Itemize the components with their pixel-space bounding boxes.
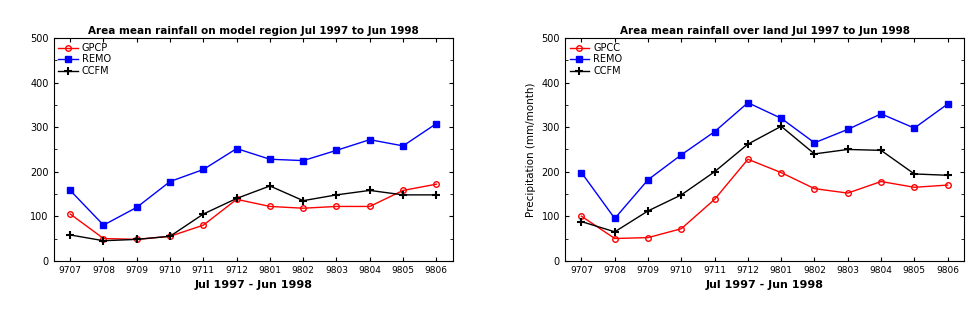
Y-axis label: Precipitation (mm/month): Precipitation (mm/month) [526, 82, 536, 217]
Title: Area mean rainfall on model region Jul 1997 to Jun 1998: Area mean rainfall on model region Jul 1… [88, 26, 419, 36]
Legend: GPCP, REMO, CCFM: GPCP, REMO, CCFM [56, 41, 113, 78]
Legend: GPCC, REMO, CCFM: GPCC, REMO, CCFM [568, 41, 624, 78]
X-axis label: Jul 1997 - Jun 1998: Jul 1997 - Jun 1998 [705, 280, 824, 290]
Title: Area mean rainfall over land Jul 1997 to Jun 1998: Area mean rainfall over land Jul 1997 to… [619, 26, 910, 36]
X-axis label: Jul 1997 - Jun 1998: Jul 1997 - Jun 1998 [194, 280, 313, 290]
